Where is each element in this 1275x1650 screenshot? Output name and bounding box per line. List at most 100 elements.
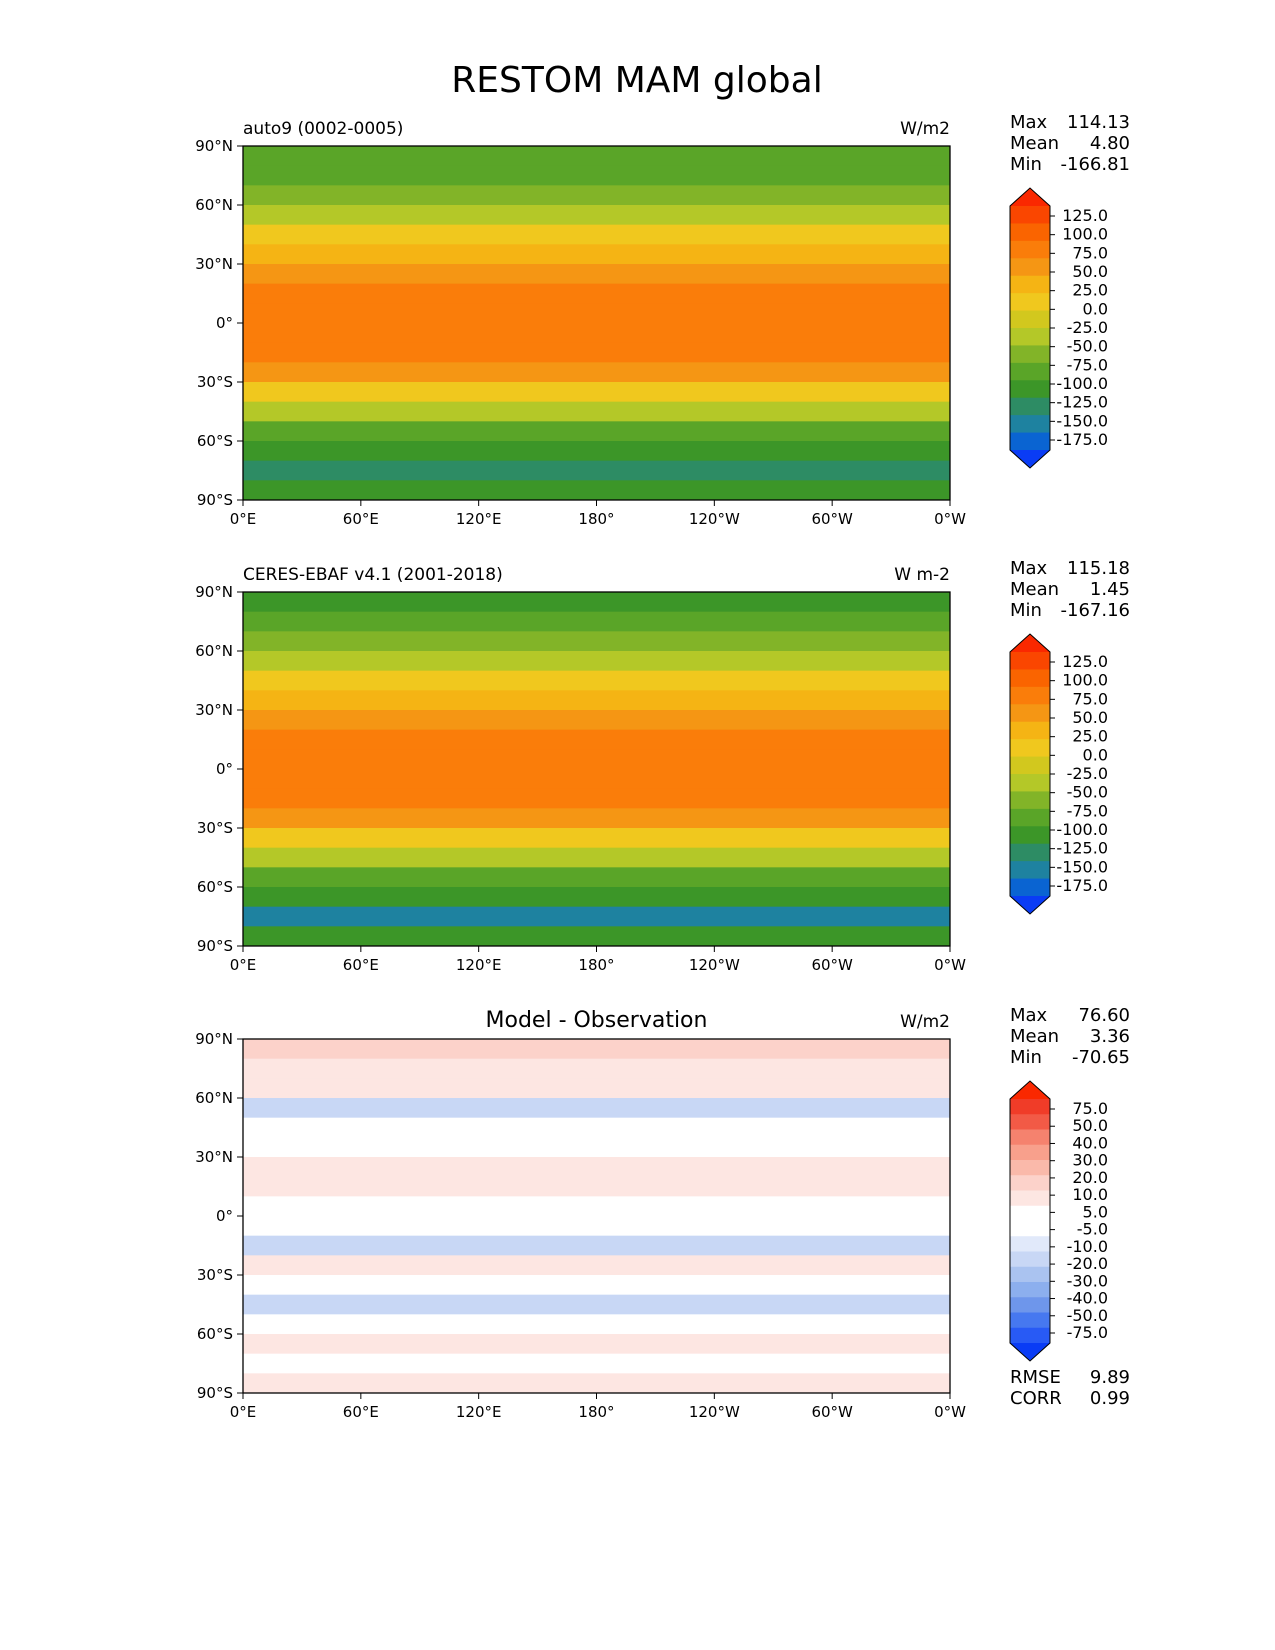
heatmap-band [243,1373,950,1394]
colorbar-outline [1009,1080,1051,1362]
stat-label: Max [1010,558,1048,579]
colorbar-segment [1010,310,1050,329]
heatmap-bands [243,146,950,501]
colorbar-tick-label: -75.0 [1067,1323,1108,1342]
stat-value: -70.65 [1072,1047,1130,1068]
colorbar-tick-label: -125.0 [1056,393,1108,412]
heatmap-band [243,710,950,731]
heatmap-band [243,1058,950,1079]
stat-value: 76.60 [1078,1005,1130,1026]
heatmap-band [243,828,950,849]
colorbar-segment [1010,258,1050,277]
y-tick-label: 30°S [197,819,233,837]
colorbar-tick-label: 50.0 [1072,262,1108,281]
colorbar-segment [1010,878,1050,897]
panel-title: CERES-EBAF v4.1 (2001-2018) [243,565,503,585]
x-tick-label: 120°E [456,510,502,528]
panels: auto9 (0002-0005) W/m2 0°E 60°E 120°E 180° 120… [195,112,1130,1421]
colorbar-segment [1010,1099,1050,1115]
y-tick-label: 90°S [197,491,233,509]
colorbar: 125.0100.075.050.025.00.0-25.0-50.0-75.0… [1009,187,1108,469]
colorbar-tick-label: -175.0 [1056,430,1108,449]
colorbar-outline [1009,633,1051,915]
heatmap-band [243,460,950,481]
colorbar-tick-label: 125.0 [1062,206,1108,225]
colorbar-tick-label: 75.0 [1072,1099,1108,1118]
heatmap-band [243,1078,950,1099]
heatmap-band [243,264,950,285]
colorbar-segment [1010,1282,1050,1298]
colorbar-tick-label: -150.0 [1056,411,1108,430]
colorbar-tick-label: 10.0 [1072,1185,1108,1204]
heatmap-band [243,165,950,186]
units-label: W/m2 [900,1012,950,1032]
map-panel-1: auto9 (0002-0005) W/m2 0°E 60°E 120°E 180° 120… [195,112,1130,528]
colorbar-segment [1010,1236,1050,1252]
colorbar-tick-label: 5.0 [1083,1202,1108,1221]
y-tick-label: 90°S [197,937,233,955]
x-tick-label: 0°W [934,956,966,974]
colorbar-segment [1010,1266,1050,1283]
x-tick-label: 120°W [689,956,740,974]
y-tick-label: 0° [216,1207,233,1225]
heatmap-band [243,303,950,344]
x-tick-label: 120°E [456,1403,502,1421]
colorbar: 75.050.040.030.020.010.05.0-5.0-10.0-20.… [1009,1080,1108,1362]
footer-stat-value: 0.99 [1090,1388,1130,1409]
colorbar-segment [1010,1160,1050,1176]
y-tick-label: 0° [216,314,233,332]
colorbar-segment [1010,774,1050,792]
stat-value: -166.81 [1061,154,1130,175]
colorbar-segment [1010,861,1050,879]
colorbar-segment [1010,1297,1050,1313]
heatmap-band [243,1314,950,1335]
units-label: W m-2 [894,565,950,585]
x-tick-label: 120°W [689,510,740,528]
y-tick-label: 90°N [195,1030,233,1048]
colorbar-tick-label: -25.0 [1067,764,1108,783]
colorbar-tick-label: 100.0 [1062,671,1108,690]
colorbar-segment [1010,1114,1050,1130]
stat-value: -167.16 [1061,600,1130,621]
colorbar-extend-top [1010,188,1050,206]
colorbar-segment [1010,652,1050,670]
heatmap-band [243,887,950,908]
stat-value: 115.18 [1067,558,1130,579]
colorbar-outline [1009,187,1051,469]
heatmap-band [243,592,950,613]
figure-title: RESTOM MAM global [451,60,822,101]
colorbar-extend-bottom [1010,1343,1050,1361]
heatmap-band [243,1334,950,1355]
x-tick-label: 0°W [934,1403,966,1421]
colorbar-segment [1010,1129,1050,1146]
colorbar-segment [1010,432,1050,451]
stat-value: 114.13 [1067,112,1130,133]
colorbar-tick-label: -125.0 [1056,839,1108,858]
heatmap-band [243,362,950,383]
heatmap-band [243,185,950,206]
colorbar-segment [1010,206,1050,224]
x-tick-label: 180° [578,956,614,974]
colorbar-segment [1010,756,1050,775]
colorbar-segment [1010,1327,1050,1344]
colorbar-segment [1010,843,1050,862]
colorbar-tick-label: 0.0 [1083,745,1108,764]
colorbar-segment [1010,240,1050,259]
heatmap-bands [243,592,950,947]
colorbar-tick-label: -150.0 [1056,857,1108,876]
colorbar-segment [1010,704,1050,723]
colorbar-tick-label: -100.0 [1056,374,1108,393]
heatmap-band [243,926,950,947]
y-tick-label: 90°S [197,1384,233,1402]
colorbar: 125.0100.075.050.025.00.0-25.0-50.0-75.0… [1009,633,1108,915]
heatmap-band [243,146,950,167]
colorbar-segment [1010,275,1050,294]
colorbar-tick-label: -100.0 [1056,820,1108,839]
heatmap-band [243,1275,950,1296]
colorbar-segment [1010,1221,1050,1237]
colorbar-tick-label: 75.0 [1072,243,1108,262]
heatmap-band [243,1353,950,1374]
heatmap-band [243,847,950,868]
colorbar-tick-label: 0.0 [1083,299,1108,318]
